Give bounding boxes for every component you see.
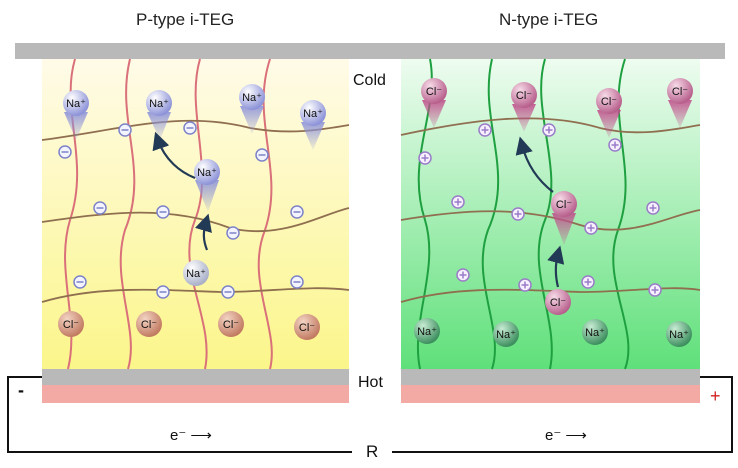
svg-text:Cl⁻: Cl⁻ (556, 199, 572, 211)
svg-text:Na⁺: Na⁺ (669, 329, 689, 341)
svg-text:Cl⁻: Cl⁻ (672, 86, 688, 98)
negative-charge-icon (290, 275, 304, 289)
svg-text:Cl⁻: Cl⁻ (516, 90, 532, 102)
cl-ion-moving: Cl⁻ (545, 289, 571, 315)
na-ion: Na⁺ (493, 321, 519, 347)
resistor-label: R (366, 442, 379, 461)
p-na-ions-cold: Na⁺ Na⁺ Na⁺ Na⁺ Na⁺ Na⁺ (63, 84, 326, 286)
electron-flow-right: e⁻ ⟶ (545, 427, 587, 444)
up-arrow-icon (547, 245, 565, 288)
positive-charge-icon (646, 201, 660, 215)
negative-charge-icon (226, 226, 240, 240)
p-type-title: P-type i-TEG (136, 10, 235, 29)
p-fixed-negative-charges (58, 121, 304, 299)
p-hot-plate (42, 369, 349, 385)
n-hot-electrode (401, 385, 700, 403)
na-ion: Na⁺ (239, 84, 265, 134)
cl-ion-moving: Cl⁻ (551, 191, 577, 245)
na-ion: Na⁺ (582, 319, 608, 345)
cold-label: Cold (353, 72, 386, 89)
svg-text:Cl⁻: Cl⁻ (299, 322, 315, 334)
negative-charge-icon (290, 205, 304, 219)
positive-charge-icon (518, 278, 532, 292)
cl-ion: Cl⁻ (218, 311, 244, 337)
svg-text:Cl⁻: Cl⁻ (63, 319, 79, 331)
positive-charge-icon (418, 151, 432, 165)
positive-charge-icon (542, 123, 556, 137)
cl-ion: Cl⁻ (596, 88, 622, 138)
svg-text:Na⁺: Na⁺ (496, 329, 516, 341)
negative-charge-icon (156, 205, 170, 219)
positive-charge-icon (608, 138, 622, 152)
curved-arrow-icon (515, 136, 554, 193)
svg-text:Na⁺: Na⁺ (242, 92, 262, 104)
curved-arrow-icon (152, 131, 196, 180)
positive-charge-icon (451, 195, 465, 209)
n-hot-plate (401, 369, 700, 385)
hot-label: Hot (358, 374, 383, 391)
n-crosslink-chains (400, 117, 701, 303)
positive-charge-icon (456, 268, 470, 282)
na-ion: Na⁺ (146, 90, 172, 140)
na-ion-moving: Na⁺ (194, 159, 220, 212)
negative-charge-icon (255, 148, 269, 162)
p-ion-migration-arrows (152, 131, 212, 251)
svg-text:Cl⁻: Cl⁻ (426, 86, 442, 98)
positive-charge-icon (584, 221, 598, 235)
negative-charge-icon (93, 201, 107, 215)
svg-text:Na⁺: Na⁺ (197, 167, 217, 179)
negative-charge-icon (183, 121, 197, 135)
n-type-title: N-type i-TEG (499, 10, 599, 29)
p-hot-electrode (42, 385, 349, 403)
svg-text:Cl⁻: Cl⁻ (223, 319, 239, 331)
na-ion: Na⁺ (300, 100, 326, 150)
n-ion-migration-arrows (515, 136, 565, 288)
negative-charge-icon (156, 285, 170, 299)
cl-ion: Cl⁻ (421, 78, 447, 128)
svg-text:Na⁺: Na⁺ (417, 326, 437, 338)
svg-text:Cl⁻: Cl⁻ (141, 319, 157, 331)
svg-text:Cl⁻: Cl⁻ (550, 297, 566, 309)
cold-plate (15, 43, 725, 59)
positive-charge-icon (478, 123, 492, 137)
svg-text:Cl⁻: Cl⁻ (601, 96, 617, 108)
positive-charge-icon (511, 207, 525, 221)
positive-charge-icon (648, 283, 662, 297)
cl-ion: Cl⁻ (58, 311, 84, 337)
na-ion: Na⁺ (666, 321, 692, 347)
n-fixed-positive-charges (418, 123, 662, 297)
n-cl-ions-cold: Cl⁻ Cl⁻ Cl⁻ Cl⁻ Cl⁻ Cl⁻ (421, 78, 693, 315)
p-cl-ions-hot: Cl⁻ Cl⁻ Cl⁻ Cl⁻ (58, 311, 320, 340)
na-ion: Na⁺ (414, 318, 440, 344)
up-arrow-icon (195, 213, 212, 251)
svg-text:Na⁺: Na⁺ (66, 98, 86, 110)
n-na-ions-hot: Na⁺ Na⁺ Na⁺ Na⁺ (414, 318, 692, 347)
na-ion: Na⁺ (63, 90, 89, 140)
plus-terminal: + (710, 386, 721, 406)
circuit-wire (7, 376, 733, 453)
negative-charge-icon (73, 275, 87, 289)
svg-text:Na⁺: Na⁺ (303, 108, 323, 120)
cl-ion: Cl⁻ (136, 311, 162, 337)
negative-charge-icon (221, 285, 235, 299)
positive-charge-icon (581, 275, 595, 289)
na-ion-moving: Na⁺ (183, 260, 209, 286)
minus-terminal: - (18, 380, 24, 400)
cl-ion: Cl⁻ (667, 78, 693, 128)
svg-text:Na⁺: Na⁺ (585, 327, 605, 339)
negative-charge-icon (118, 123, 132, 137)
electron-flow-left: e⁻ ⟶ (170, 427, 212, 444)
cl-ion: Cl⁻ (294, 314, 320, 340)
negative-charge-icon (58, 145, 72, 159)
svg-text:Na⁺: Na⁺ (186, 268, 206, 280)
cl-ion: Cl⁻ (511, 82, 537, 132)
svg-text:Na⁺: Na⁺ (149, 98, 169, 110)
